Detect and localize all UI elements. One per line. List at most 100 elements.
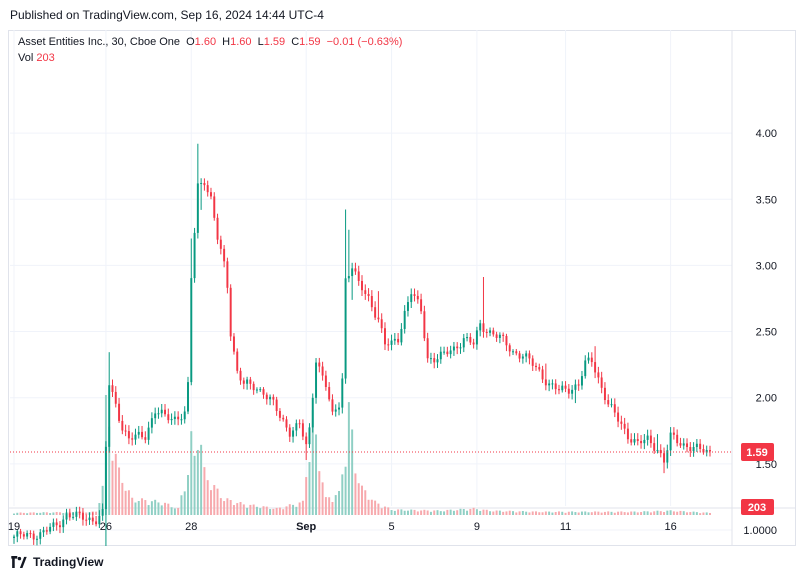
volume-bar <box>331 502 334 515</box>
volume-bar <box>223 501 226 515</box>
volume-bar <box>456 510 459 515</box>
candle-body <box>55 522 58 526</box>
volume-bar <box>206 480 209 515</box>
candle-body <box>144 437 147 440</box>
volume-bar <box>528 512 531 515</box>
candle-body <box>492 330 495 335</box>
candle-body <box>22 534 25 537</box>
volume-bar <box>502 511 505 515</box>
volume-bar <box>242 504 245 515</box>
volume-bar <box>301 500 304 515</box>
volume-bar <box>354 473 357 515</box>
candle-body <box>413 294 416 296</box>
volume-bar <box>613 512 616 515</box>
volume-bar <box>315 434 318 515</box>
candle-body <box>456 346 459 349</box>
volume-bar <box>190 431 193 515</box>
volume-legend: Vol 203 <box>18 52 55 64</box>
volume-bar <box>643 511 646 515</box>
candle-body <box>321 366 324 376</box>
volume-bar <box>236 503 239 515</box>
volume-bar <box>636 512 639 515</box>
y-tick-label: 2.00 <box>756 393 777 405</box>
candle-body <box>32 533 35 540</box>
volume-bar <box>232 505 235 515</box>
volume-bar <box>686 512 689 515</box>
volume-label[interactable]: Vol <box>18 52 34 64</box>
candle-body <box>580 376 583 386</box>
volume-bar <box>200 444 203 515</box>
volume-bar <box>603 511 606 515</box>
symbol-label[interactable]: Asset Entities Inc., 30, Cboe One <box>18 36 181 48</box>
candle-body <box>449 350 452 355</box>
candle-body <box>328 387 331 400</box>
volume-bar <box>587 512 590 515</box>
volume-bar <box>272 508 275 515</box>
volume-bar <box>42 512 45 515</box>
volume-bar <box>666 510 669 515</box>
volume-bar <box>580 511 583 515</box>
y-tick-label: 1.50 <box>756 459 777 471</box>
published-text: Published on TradingView.com, Sep 16, 20… <box>10 8 324 22</box>
candle-body <box>164 409 167 415</box>
candle-body <box>206 185 209 193</box>
volume-bar <box>498 510 501 515</box>
candle-body <box>124 430 127 432</box>
high-label: H <box>222 36 231 48</box>
volume-bar <box>508 510 511 515</box>
footer-brand[interactable]: TradingView <box>33 555 104 569</box>
candle-body <box>301 423 304 437</box>
tradingview-logo-icon[interactable] <box>10 556 28 568</box>
volume-bar <box>160 505 163 515</box>
candle-body <box>446 351 449 355</box>
candle-body <box>459 347 462 349</box>
candle-body <box>571 389 574 394</box>
volume-bar <box>518 511 521 515</box>
candle-body <box>649 435 652 444</box>
volume-bar <box>252 504 255 515</box>
volume-bar <box>308 462 311 515</box>
close-value: 1.59 <box>299 36 321 48</box>
candlestick-chart[interactable]: 4.00 3.50 3.00 2.50 2.00 1.50 1.0000 19 26 28 Sep 5… <box>8 30 796 546</box>
candle-body <box>521 356 524 359</box>
candle-body <box>705 449 708 453</box>
candle-body <box>29 533 32 535</box>
candle-body <box>587 357 590 361</box>
volume-bar <box>55 511 58 515</box>
last-volume-badge <box>741 499 774 515</box>
volume-bar <box>45 512 48 515</box>
candle-body <box>252 383 255 391</box>
volume-bar <box>288 504 291 515</box>
candle-body <box>193 232 196 279</box>
candle-body <box>659 449 662 454</box>
ohlc-legend: Asset Entities Inc., 30, Cboe One O1.60 … <box>18 36 405 48</box>
volume-bar <box>426 510 429 515</box>
candle-body <box>288 427 291 437</box>
candle-body <box>702 449 705 453</box>
volume-bar <box>131 497 134 515</box>
volume-bar <box>324 497 327 515</box>
candle-body <box>383 328 386 345</box>
volume-bar <box>515 512 518 515</box>
volume-bar <box>141 498 144 515</box>
volume-bar <box>170 507 173 515</box>
candle-body <box>495 334 498 338</box>
candle-body <box>692 447 695 452</box>
volume-bar <box>564 512 567 515</box>
candle-body <box>278 411 281 418</box>
candle-body <box>354 268 357 272</box>
volume-bar <box>495 510 498 515</box>
volume-bar <box>505 511 508 515</box>
volume-bar <box>548 511 551 515</box>
candle-body <box>525 353 528 357</box>
volume-bar <box>397 509 400 515</box>
volume-bar <box>626 512 629 515</box>
y-tick-label: 3.00 <box>756 260 777 272</box>
volume-bar <box>574 512 577 515</box>
volume-bar <box>541 512 544 515</box>
candle-body <box>239 370 242 381</box>
candle-body <box>699 443 702 450</box>
candle-body <box>52 522 55 527</box>
volume-bar <box>469 508 472 515</box>
candle-body <box>331 399 334 412</box>
